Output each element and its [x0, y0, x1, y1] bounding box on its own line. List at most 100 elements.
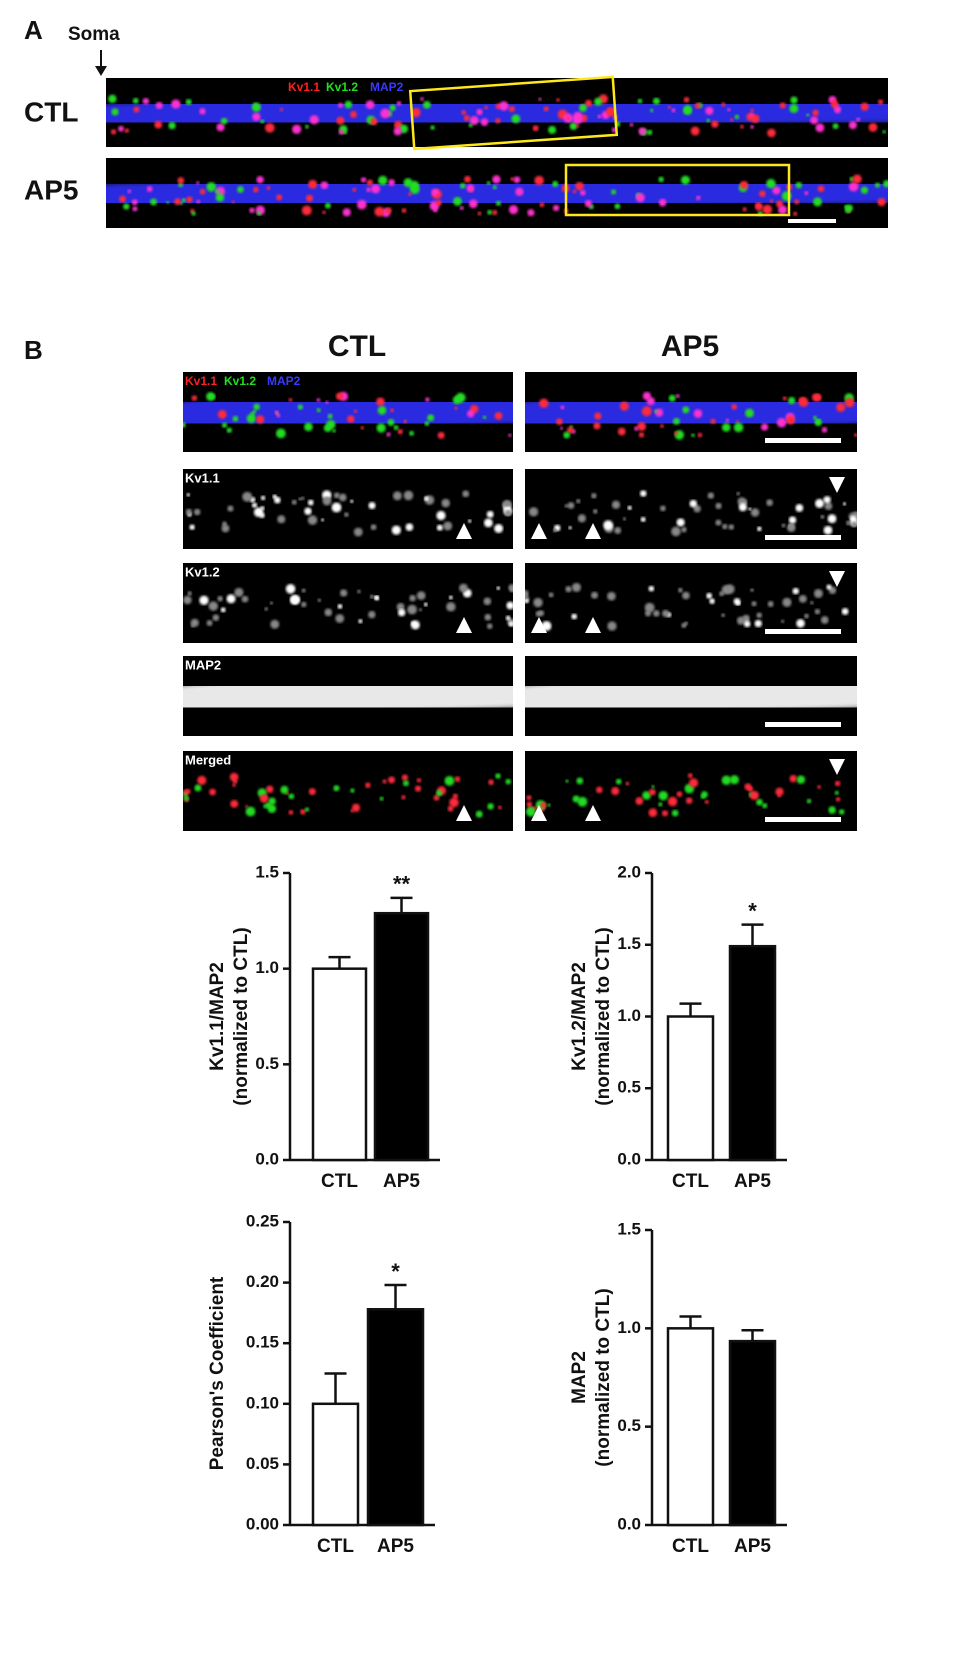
y-tick-label: 1.0 — [255, 958, 279, 977]
column-label: AP5 — [661, 330, 719, 363]
puncta — [781, 523, 786, 528]
puncta — [259, 793, 269, 803]
puncta — [360, 426, 365, 430]
puncta — [823, 525, 833, 535]
puncta — [232, 415, 239, 422]
puncta — [366, 179, 373, 186]
puncta — [740, 124, 744, 129]
puncta — [798, 397, 806, 404]
puncta — [745, 617, 750, 622]
puncta — [629, 122, 634, 127]
puncta — [206, 182, 217, 192]
arrowhead — [531, 617, 547, 633]
puncta — [721, 585, 731, 595]
puncta — [446, 602, 456, 612]
puncta — [291, 499, 297, 505]
puncta — [301, 601, 307, 608]
puncta — [743, 620, 751, 628]
puncta — [411, 107, 421, 118]
bar — [311, 967, 368, 1162]
puncta — [416, 778, 422, 783]
puncta — [350, 788, 355, 793]
puncta — [265, 785, 274, 793]
puncta — [220, 117, 228, 125]
puncta — [689, 499, 698, 508]
puncta — [477, 211, 482, 216]
puncta — [806, 113, 810, 117]
puncta — [374, 595, 379, 600]
puncta — [795, 181, 802, 189]
puncta — [301, 496, 305, 501]
puncta — [435, 790, 443, 797]
puncta — [368, 501, 376, 510]
puncta — [461, 109, 467, 115]
y-tick-label: 1.5 — [617, 934, 641, 953]
puncta — [467, 519, 472, 523]
puncta — [796, 775, 806, 784]
bar — [666, 1015, 715, 1162]
puncta — [700, 794, 706, 799]
puncta — [707, 492, 715, 499]
image-content — [528, 490, 857, 537]
puncta — [817, 785, 821, 789]
puncta — [728, 524, 735, 530]
puncta — [828, 806, 836, 814]
puncta — [715, 519, 722, 526]
puncta — [767, 128, 776, 138]
puncta — [264, 122, 275, 133]
puncta — [721, 423, 731, 432]
puncta — [433, 794, 440, 801]
puncta — [332, 428, 336, 433]
puncta — [242, 491, 253, 502]
puncta — [333, 785, 340, 792]
puncta — [174, 198, 182, 206]
puncta — [350, 110, 357, 118]
puncta — [475, 810, 483, 818]
panel-label: A — [24, 15, 43, 45]
puncta — [226, 594, 236, 604]
y-tick-label: 0.5 — [617, 1416, 641, 1435]
column-label: CTL — [328, 330, 386, 363]
puncta — [206, 620, 213, 626]
puncta — [594, 97, 603, 106]
puncta — [851, 521, 857, 528]
puncta — [150, 198, 158, 206]
y-tick-label: 2.0 — [617, 862, 641, 881]
puncta — [684, 621, 689, 626]
puncta — [388, 179, 395, 186]
puncta — [215, 193, 225, 202]
scale-bar — [765, 438, 841, 443]
puncta — [841, 608, 849, 615]
puncta — [680, 175, 690, 185]
puncta — [814, 608, 821, 615]
puncta — [397, 608, 406, 617]
puncta — [814, 498, 825, 508]
puncta — [625, 781, 630, 786]
puncta — [365, 782, 371, 788]
image-content — [525, 384, 857, 441]
puncta — [584, 199, 593, 208]
puncta — [548, 592, 554, 598]
puncta — [883, 180, 888, 188]
puncta — [199, 108, 206, 115]
puncta — [595, 786, 603, 794]
puncta — [401, 795, 406, 800]
bar — [666, 1327, 715, 1527]
soma-label: Soma — [68, 24, 120, 45]
puncta — [111, 108, 119, 116]
puncta — [385, 207, 392, 214]
puncta — [410, 621, 416, 626]
puncta — [379, 796, 384, 801]
puncta — [635, 797, 644, 805]
puncta — [576, 777, 584, 785]
puncta — [674, 431, 679, 436]
puncta — [403, 178, 413, 188]
puncta — [300, 809, 306, 815]
puncta — [675, 394, 680, 399]
puncta — [119, 195, 126, 203]
puncta — [709, 598, 715, 604]
puncta — [552, 180, 559, 188]
puncta — [806, 798, 812, 804]
puncta — [820, 616, 829, 624]
puncta — [430, 125, 435, 130]
